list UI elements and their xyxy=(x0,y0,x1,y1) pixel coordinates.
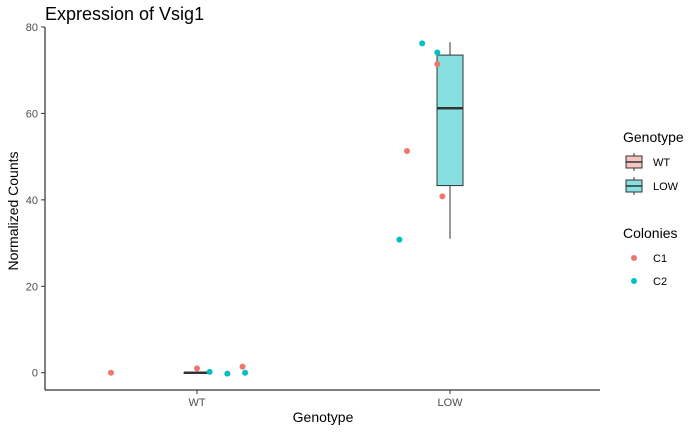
y-axis-title: Normalized Counts xyxy=(5,151,21,270)
y-tick-label: 20 xyxy=(26,281,38,293)
legend-genotype-label: WT xyxy=(653,157,670,169)
data-point xyxy=(206,368,213,375)
data-point xyxy=(403,148,410,155)
legend-colony-label: C1 xyxy=(653,253,667,265)
box-wt xyxy=(183,371,211,374)
box-rect xyxy=(436,54,464,187)
data-point xyxy=(239,363,246,370)
legend-key-point xyxy=(631,278,637,284)
legend-genotype-label: LOW xyxy=(653,181,679,193)
chart-title: Expression of Vsig1 xyxy=(45,4,204,24)
box-low xyxy=(436,42,464,239)
plot-area: 0 20 40 60 80 WT LOW xyxy=(26,22,600,409)
y-tick-label: 0 xyxy=(32,368,38,380)
legend-colony-label: C2 xyxy=(653,276,667,288)
x-axis-title: Genotype xyxy=(293,409,354,425)
data-point xyxy=(242,369,249,376)
data-point xyxy=(419,40,426,47)
data-point xyxy=(434,49,441,56)
legend-colonies-title: Colonies xyxy=(623,225,677,241)
y-tick-label: 60 xyxy=(26,108,38,120)
y-tick-label: 40 xyxy=(26,195,38,207)
x-tick-label: WT xyxy=(188,397,205,409)
y-tick-label: 80 xyxy=(26,22,38,34)
data-point xyxy=(194,365,200,372)
data-point xyxy=(396,236,403,243)
legend: Genotype WT LOW Colonies C1 C2 xyxy=(623,129,684,288)
x-tick-label: LOW xyxy=(437,397,463,409)
data-point xyxy=(224,370,231,377)
data-point xyxy=(434,61,441,68)
legend-key-point xyxy=(631,255,637,261)
legend-genotype-title: Genotype xyxy=(623,129,684,145)
data-point xyxy=(107,369,114,376)
data-point xyxy=(439,193,446,200)
